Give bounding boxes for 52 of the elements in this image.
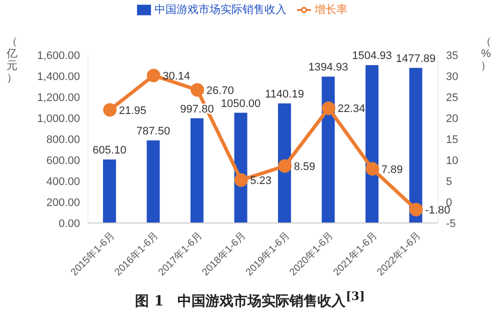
point	[409, 202, 423, 216]
point	[103, 103, 117, 117]
y2-tick-label: 10	[446, 154, 458, 167]
y2-tick-label: -5	[446, 218, 456, 230]
data-label: 1140.19	[265, 88, 304, 100]
point	[322, 101, 336, 115]
data-label: 7.89	[381, 164, 403, 176]
data-label: 1050.00	[220, 98, 261, 110]
bar	[409, 68, 422, 223]
point	[234, 173, 248, 187]
y-tick-label: 1,400.00	[37, 70, 80, 83]
bar	[278, 103, 291, 223]
y-tick-label: 400.00	[46, 176, 80, 188]
y-tick-label: 1,000.00	[37, 112, 80, 125]
data-label: 22.34	[338, 103, 366, 116]
data-label: -1.80	[425, 204, 450, 217]
point	[190, 83, 204, 97]
y-tick-label: 600.00	[46, 154, 80, 167]
bar	[366, 65, 378, 223]
data-label: 1477.89	[396, 52, 436, 65]
data-label: 8.59	[294, 160, 316, 173]
data-label: 30.14	[162, 70, 190, 82]
data-label: 26.70	[206, 84, 234, 97]
legend-label: 中国游戏市场实际销售收入	[154, 4, 286, 16]
y-tick-label: 0.00	[58, 218, 80, 230]
y-tick-label: 1,200.00	[37, 92, 80, 104]
point	[146, 68, 160, 82]
data-label: 21.95	[118, 104, 146, 117]
data-label: 605.10	[92, 144, 126, 156]
y2-tick-label: 25	[446, 92, 458, 104]
legend-label: 增长率	[314, 4, 348, 16]
y-tick-label: 200.00	[46, 196, 80, 209]
bar	[146, 140, 160, 223]
data-label: 5.23	[250, 175, 272, 188]
y2-tick-label: 15	[446, 134, 458, 146]
y-axis-title: （亿元）	[6, 36, 18, 84]
y-tick-label: 1,600.00	[37, 50, 80, 62]
bar	[322, 76, 335, 223]
data-label: 787.50	[136, 125, 170, 138]
y2-tick-label: 35	[446, 50, 458, 62]
point	[366, 162, 380, 176]
text: 图 1 中国游戏市场实际销售收入$^{[3]}$	[134, 289, 366, 311]
y2-axis-title: （%）	[480, 36, 492, 72]
y-tick-label: 800.00	[46, 134, 80, 146]
y2-tick-label: 5	[446, 176, 452, 188]
y2-tick-label: 30	[446, 70, 458, 83]
bar	[103, 160, 116, 223]
data-label: 1504.93	[352, 50, 392, 62]
bar	[190, 118, 204, 223]
y2-tick-label: 20	[446, 112, 458, 125]
point	[278, 159, 292, 173]
data-label: 1394.93	[308, 62, 348, 74]
